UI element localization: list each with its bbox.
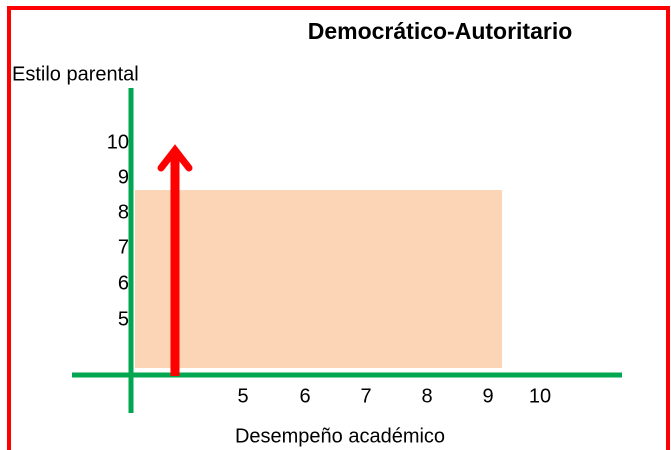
x-tick-label: 7 bbox=[360, 385, 371, 407]
y-tick-label: 10 bbox=[107, 131, 129, 153]
y-tick-label: 8 bbox=[118, 201, 129, 223]
title: Democrático-Autoritario bbox=[308, 18, 573, 44]
frame bbox=[7, 6, 670, 450]
x-tick-label: 8 bbox=[421, 385, 432, 407]
y-tick-label: 5 bbox=[118, 308, 129, 330]
x-tick-label: 10 bbox=[529, 385, 551, 407]
y-axis-label: Estilo parental bbox=[12, 63, 139, 85]
region bbox=[135, 190, 502, 368]
x-tick-label: 9 bbox=[482, 385, 493, 407]
x-tick-label: 5 bbox=[237, 385, 248, 407]
x-axis-label: Desempeño académico bbox=[235, 425, 445, 447]
y-tick-label: 9 bbox=[118, 166, 129, 188]
y-tick-label: 6 bbox=[118, 272, 129, 294]
y-tick-label: 7 bbox=[118, 236, 129, 258]
arrow-head bbox=[157, 144, 193, 172]
x-tick-label: 6 bbox=[299, 385, 310, 407]
